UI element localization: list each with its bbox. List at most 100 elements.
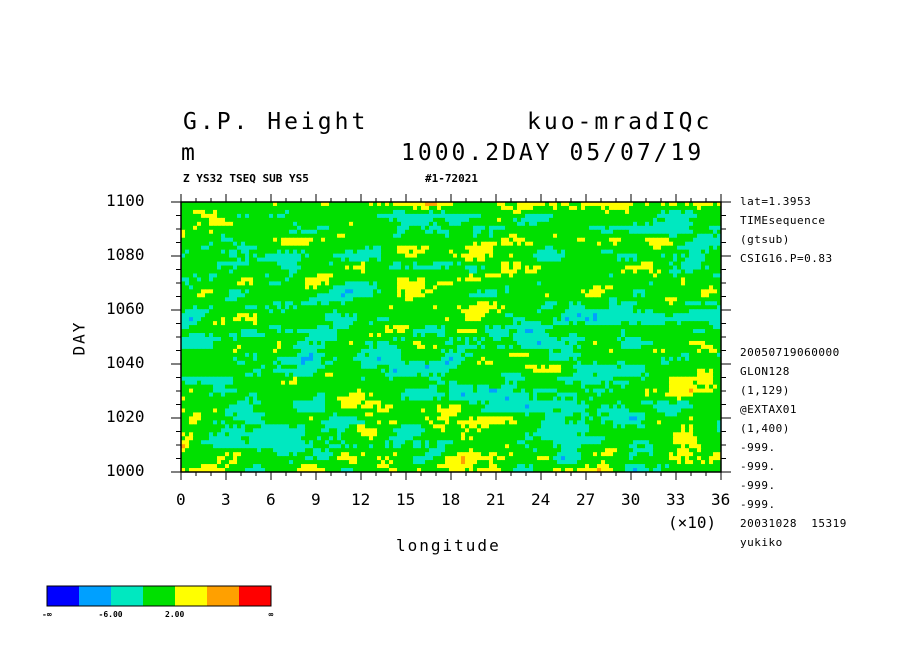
heatmap-cell [245,237,250,243]
heatmap-cell [609,273,614,279]
heatmap-cell [665,325,670,330]
heatmap-cell [489,325,494,330]
heatmap-cell [677,205,682,211]
heatmap-cell [305,329,310,334]
heatmap-cell [437,301,442,306]
heatmap-cell [185,225,190,231]
heatmap-cell [341,333,346,338]
heatmap-cell [361,233,366,239]
heatmap-cell [697,344,702,350]
heatmap-cell [381,245,386,251]
heatmap-cell [481,313,486,318]
heatmap-cell [393,257,398,263]
heatmap-cell [505,265,510,271]
heatmap-cell [661,313,666,318]
heatmap-cell [409,273,414,279]
heatmap-cell [461,285,466,290]
heatmap-cell [473,305,478,310]
heatmap-cell [581,340,586,346]
heatmap-cell [533,217,538,223]
heatmap-cell [389,333,394,338]
heatmap-cell [585,249,590,255]
heatmap-cell [641,293,646,298]
heatmap-cell [709,340,714,346]
heatmap-cell [681,217,686,223]
heatmap-cell [213,221,218,227]
heatmap-cell [409,281,414,286]
heatmap-cell [641,265,646,271]
heatmap-cell [193,221,198,227]
heatmap-cell [349,265,354,271]
heatmap-cell [385,273,390,279]
heatmap-cell [585,281,590,286]
heatmap-cell [525,237,530,243]
heatmap-cell [477,209,482,215]
heatmap-cell [389,317,394,322]
heatmap-cell [525,297,530,302]
heatmap-cell [489,241,494,247]
heatmap-cell [569,202,574,207]
heatmap-cell [305,309,310,314]
heatmap-cell [597,317,602,322]
heatmap-cell [333,265,338,271]
heatmap-cell [653,261,658,267]
heatmap-cell [413,265,418,271]
heatmap-cell [181,305,186,310]
heatmap-cell [625,261,630,267]
heatmap-cell [717,257,721,263]
heatmap-cell [637,205,642,211]
heatmap-cell [709,233,714,239]
heatmap-cell [641,277,646,283]
heatmap-cell [205,225,210,231]
heatmap-cell [337,202,342,207]
heatmap-cell [213,337,218,342]
heatmap-cell [445,281,450,286]
heatmap-cell [509,329,514,334]
heatmap-cell [301,241,306,247]
heatmap-cell [657,241,662,247]
heatmap-cell [569,265,574,271]
heatmap-cell [525,209,530,215]
heatmap-cell [661,237,666,243]
heatmap-cell [493,253,498,259]
heatmap-cell [325,309,330,314]
heatmap-cell [509,237,514,243]
heatmap-cell [413,281,418,286]
heatmap-cell [237,321,242,326]
heatmap-cell [221,289,226,294]
heatmap-cell [453,313,458,318]
heatmap-cell [501,265,506,271]
heatmap-cell [285,309,290,314]
heatmap-cell [465,217,470,223]
heatmap-cell [629,205,634,211]
heatmap-cell [373,249,378,255]
heatmap-cell [425,273,430,279]
heatmap-cell [193,337,198,342]
heatmap-cell [377,269,382,275]
heatmap-cell [669,313,674,318]
heatmap-cell [661,202,666,207]
heatmap-cell [497,209,502,215]
heatmap-cell [685,313,690,318]
heatmap-cell [233,309,238,314]
heatmap-cell [333,285,338,290]
heatmap-cell [541,245,546,251]
heatmap-cell [537,221,542,227]
heatmap-cell [649,202,654,207]
heatmap-cell [357,289,362,294]
heatmap-cell [421,313,426,318]
heatmap-cell [545,217,550,223]
heatmap-cell [597,333,602,338]
heatmap-cell [189,281,194,286]
heatmap-cell [333,289,338,294]
heatmap-cell [237,261,242,267]
heatmap-cell [673,237,678,243]
heatmap-cell [265,253,270,259]
heatmap-cell [577,233,582,239]
heatmap-cell [613,289,618,294]
heatmap-cell [401,301,406,306]
heatmap-cell [685,237,690,243]
heatmap-cell [309,229,314,235]
heatmap-cell [533,265,538,271]
heatmap-cell [681,273,686,279]
